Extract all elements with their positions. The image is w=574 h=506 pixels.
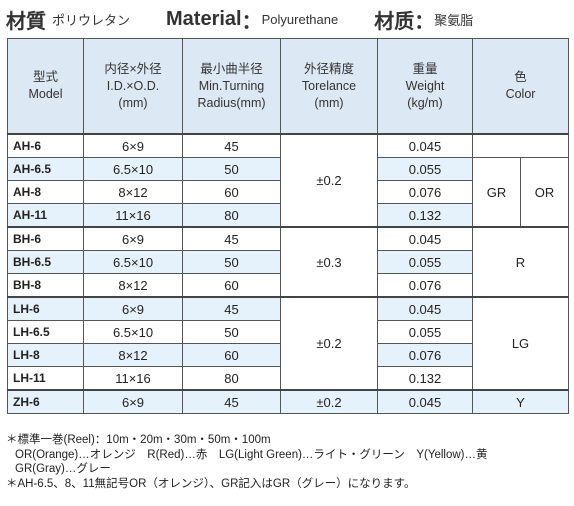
table-row: LH-6.5 6.5×10 50 0.055 [7,320,569,344]
table-row: BH-6.5 6.5×10 50 0.055 [7,250,569,274]
weight-cell: 0.076 [377,273,473,298]
dims-cell: 8×12 [83,343,183,367]
table-row: BH-8 8×12 60 0.076 [7,273,569,298]
weight-cell: 0.132 [377,203,473,228]
tolerance-cell: ±0.2 [280,133,378,228]
col-header-color: 色 Color [472,38,569,135]
footnotes: ＊標準一巻(Reel)：10m・20m・30m・50m・100m OR(Oran… [6,433,570,491]
table-header-row: 型式 Model 内径×外径 I.D.×O.D. (mm) 最小曲半径 Min.Turn… [7,38,569,135]
dims-cell: 6.5×10 [83,250,183,274]
radius-cell: 45 [182,226,281,251]
radius-cell: 50 [182,157,281,181]
weight-cell: 0.045 [377,133,473,158]
color-cell: LG [472,296,569,391]
radius-cell: 80 [182,366,281,391]
radius-cell: 60 [182,180,281,204]
footnote-ah: ＊AH-6.5、8、11無記号OR（オレンジ）、GR記入はGR（グレー）になりま… [6,477,416,490]
weight-cell: 0.076 [377,180,473,204]
radius-cell: 60 [182,273,281,298]
radius-cell: 45 [182,133,281,158]
radius-cell: 50 [182,250,281,274]
radius-cell: 45 [182,389,281,414]
dims-cell: 6.5×10 [83,157,183,181]
dims-cell: 11×16 [83,366,183,391]
weight-cell: 0.055 [377,250,473,274]
color-cell-gr: GR [472,157,521,228]
table-row: LH-8 8×12 60 0.076 [7,343,569,367]
material-value-jp: ポリウレタン [52,12,131,28]
material-value-cn: 聚氨脂 [434,12,474,28]
color-cell: Y [472,389,569,414]
model-cell: AH-11 [7,203,84,228]
material-header: 材質 ポリウレタン Material ： Polyurethane 材质 ： 聚… [6,0,572,38]
radius-cell: 80 [182,203,281,228]
material-label-cn: 材质 [374,10,415,33]
dims-cell: 6×9 [83,226,183,251]
dims-cell: 6.5×10 [83,320,183,344]
tolerance-cell: ±0.2 [280,296,378,391]
model-cell: LH-11 [7,366,84,391]
footnote-colors: OR(Orange)…オレンジ R(Red)…赤 LG(Light Green)… [15,448,488,461]
model-cell: BH-8 [7,273,84,298]
header-colon-cn: ： [414,10,435,33]
table-row: BH-6 6×9 45 ±0.3 0.045 R [7,226,569,298]
weight-cell: 0.045 [377,296,473,321]
table-row: ZH-6 6×9 45 ±0.2 0.045 Y [7,389,569,414]
model-cell: AH-6 [7,133,84,158]
dims-cell: 6×9 [83,133,183,158]
weight-cell: 0.055 [377,157,473,181]
table-row: AH-6.5 6.5×10 50 0.055 GR OR [7,157,569,228]
weight-cell: 0.045 [377,226,473,251]
model-cell: AH-6.5 [7,157,84,181]
color-cell: R [472,226,569,298]
col-header-tolerance: 外径精度 Torelance (mm) [280,38,378,135]
table-row: AH-6 6×9 45 ±0.2 0.045 [7,133,569,228]
weight-cell: 0.055 [377,320,473,344]
footnote-gray: GR(Gray)…グレー [15,463,111,475]
tolerance-cell: ±0.3 [280,226,378,298]
model-cell: LH-6 [7,296,84,321]
table-row: LH-6 6×9 45 ±0.2 0.045 LG [7,296,569,391]
header-colon-en: ： [241,10,262,33]
weight-cell: 0.076 [377,343,473,367]
dims-cell: 6×9 [83,389,183,414]
spec-table: 型式 Model 内径×外径 I.D.×O.D. (mm) 最小曲半径 Min.Turn… [7,38,569,414]
col-header-radius: 最小曲半径 Min.Turning Radius(mm) [182,38,281,135]
dims-cell: 8×12 [83,180,183,204]
footnote-reel: ＊標準一巻(Reel)：10m・20m・30m・50m・100m [6,434,271,446]
col-header-model: 型式 Model [7,38,84,135]
radius-cell: 45 [182,296,281,321]
col-header-dimensions: 内径×外径 I.D.×O.D. (mm) [83,38,183,135]
model-cell: AH-8 [7,180,84,204]
dims-cell: 8×12 [83,273,183,298]
material-label-en: Material [166,7,242,30]
material-label-jp: 材質 [6,10,46,33]
weight-cell: 0.045 [377,389,473,414]
tolerance-cell: ±0.2 [280,389,378,414]
weight-cell: 0.132 [377,366,473,391]
model-cell: BH-6.5 [7,250,84,274]
material-value-en: Polyurethane [261,11,339,27]
table-row: AH-8 8×12 60 0.076 [7,180,569,204]
model-cell: ZH-6 [7,389,84,414]
dims-cell: 6×9 [83,296,183,321]
radius-cell: 60 [182,343,281,367]
color-cell-empty [472,133,569,158]
model-cell: BH-6 [7,226,84,251]
radius-cell: 50 [182,320,281,344]
dims-cell: 11×16 [83,203,183,228]
color-cell-or: OR [520,157,569,228]
col-header-weight: 重量 Weight (kg/m) [377,38,473,135]
model-cell: LH-8 [7,343,84,367]
model-cell: LH-6.5 [7,320,84,344]
